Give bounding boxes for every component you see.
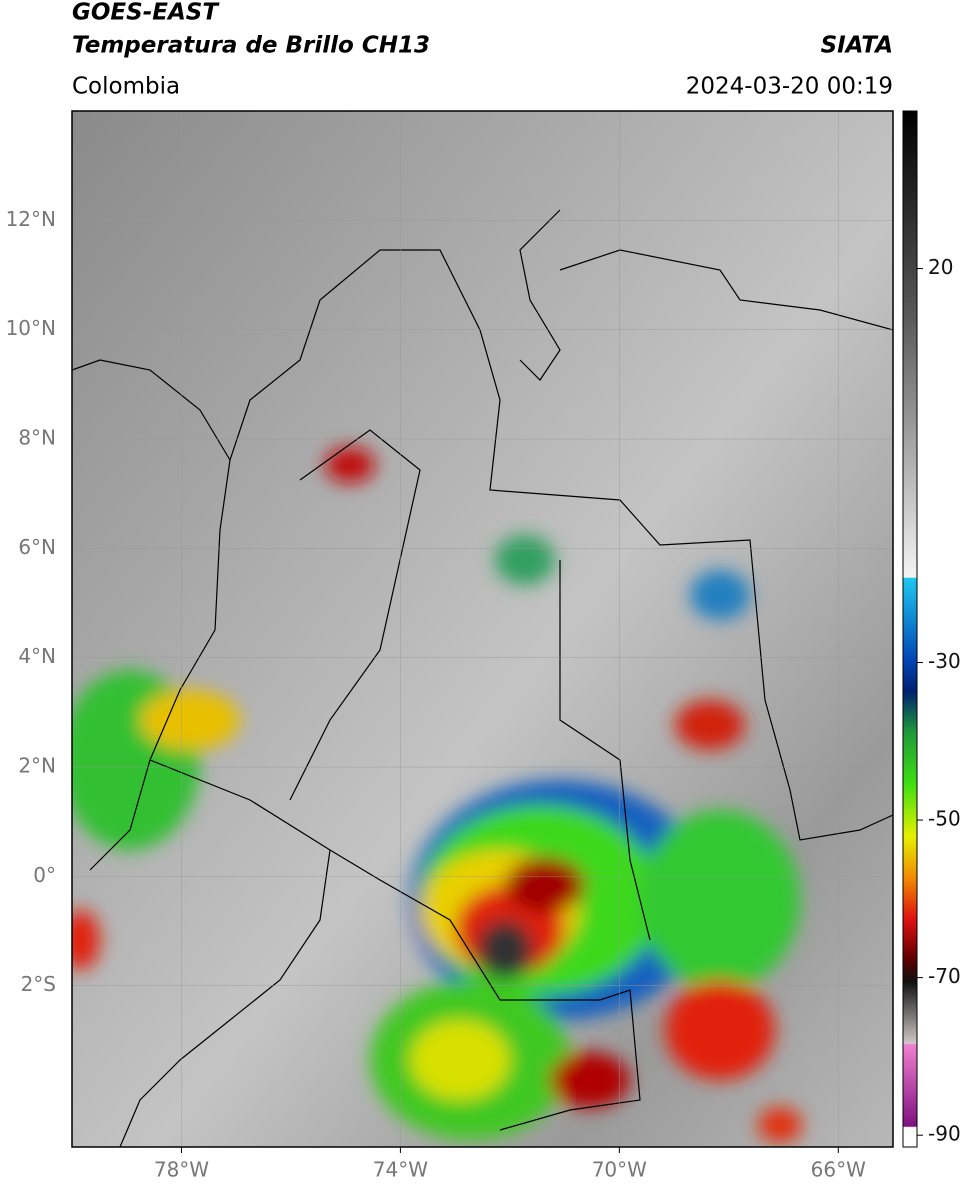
colorbar-label: -70 [928, 964, 961, 988]
graticule [72, 111, 893, 1147]
lon-label: 74°W [373, 1158, 428, 1182]
title: GOES-EAST [72, 0, 220, 26]
border-line [559, 560, 651, 941]
lat-label: 2°N [18, 754, 56, 778]
lon-label: 70°W [592, 1158, 647, 1182]
colorbar-label: -90 [928, 1122, 961, 1146]
coast-line [89, 249, 381, 871]
coast-line [519, 209, 561, 381]
satellite-image [72, 111, 893, 1147]
lat-label: 2°S [21, 972, 56, 996]
colorbar [902, 110, 918, 1148]
lat-label: 6°N [18, 535, 56, 559]
boundaries [72, 209, 893, 1147]
border-line [380, 249, 893, 841]
timestamp: 2024-03-20 00:19 [686, 74, 893, 100]
lat-label: 12°N [6, 207, 56, 231]
lat-label: 4°N [18, 644, 56, 668]
coast-line [72, 359, 231, 461]
lat-label: 0° [33, 863, 56, 887]
admin-line [289, 429, 421, 801]
colorbar-label: -30 [928, 649, 961, 673]
coast-line [119, 849, 331, 1147]
lat-label: 10°N [6, 316, 56, 340]
subtitle: Temperatura de Brillo CH13 [72, 33, 430, 59]
lon-label: 78°W [154, 1158, 209, 1182]
source: SIATA [821, 33, 893, 59]
colorbar-label: -50 [928, 807, 961, 831]
lat-label: 8°N [18, 426, 56, 450]
colorbar-label: 20 [928, 255, 953, 279]
border-line [149, 759, 641, 1131]
lon-label: 66°W [811, 1158, 866, 1182]
cloud-blobs [72, 447, 802, 1143]
map-frame [71, 110, 894, 1148]
coast-line [559, 249, 893, 331]
region: Colombia [72, 74, 180, 100]
